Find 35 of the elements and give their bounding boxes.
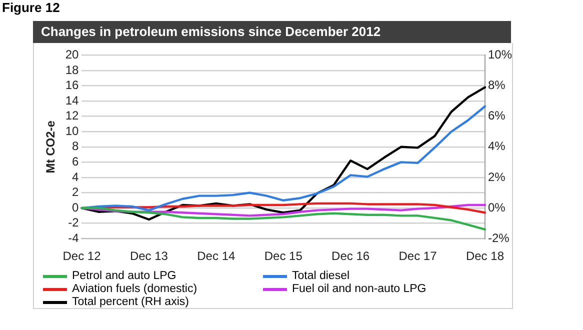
y-tick-label: 20 <box>65 48 80 62</box>
legend-label: Fuel oil and non-auto LPG <box>292 283 426 295</box>
x-tick-label: Dec 16 <box>332 249 370 264</box>
y2-tick-label: 8% <box>488 78 506 92</box>
x-tick-label: Dec 14 <box>197 249 236 264</box>
y-tick-label: 4 <box>72 170 80 184</box>
y-tick-label: 14 <box>65 93 80 108</box>
legend-label: Total diesel <box>292 270 350 282</box>
y2-tick-label: 2% <box>488 170 506 184</box>
legend-label: Petrol and auto LPG <box>72 270 176 282</box>
y-tick-label: 6 <box>72 154 80 168</box>
y-tick-label: 10 <box>65 124 80 138</box>
x-tick-label: Dec 17 <box>398 249 438 264</box>
y2-tick-label: 0% <box>488 200 506 214</box>
y2-tick-label: -2% <box>488 230 510 245</box>
y-tick-label: -2 <box>68 216 80 230</box>
y-axis-title: Mt CO2-e <box>44 120 58 174</box>
chart-title: Changes in petroleum emissions since December 2012 <box>33 21 511 43</box>
x-tick-label: Dec 13 <box>130 249 168 264</box>
y-tick-label: 16 <box>65 78 80 92</box>
y2-tick-label: 4% <box>488 139 506 154</box>
legend-label: Total percent (RH axis) <box>72 296 189 308</box>
y-tick-label: 8 <box>72 139 80 154</box>
x-tick-label: Dec 12 <box>62 249 102 264</box>
y2-tick-label: 10% <box>488 48 512 62</box>
legend-label: Aviation fuels (domestic) <box>72 283 198 295</box>
x-tick-label: Dec 18 <box>466 249 504 264</box>
y-tick-label: 12 <box>65 108 80 123</box>
y2-tick-label: 6% <box>488 108 506 123</box>
caption: Figure 12 <box>2 0 60 15</box>
x-tick-label: Dec 15 <box>264 249 303 264</box>
y-tick-label: -4 <box>68 230 80 245</box>
y-tick-label: 2 <box>72 185 80 200</box>
y-tick-label: 0 <box>72 200 80 214</box>
y-tick-label: 18 <box>65 62 80 77</box>
